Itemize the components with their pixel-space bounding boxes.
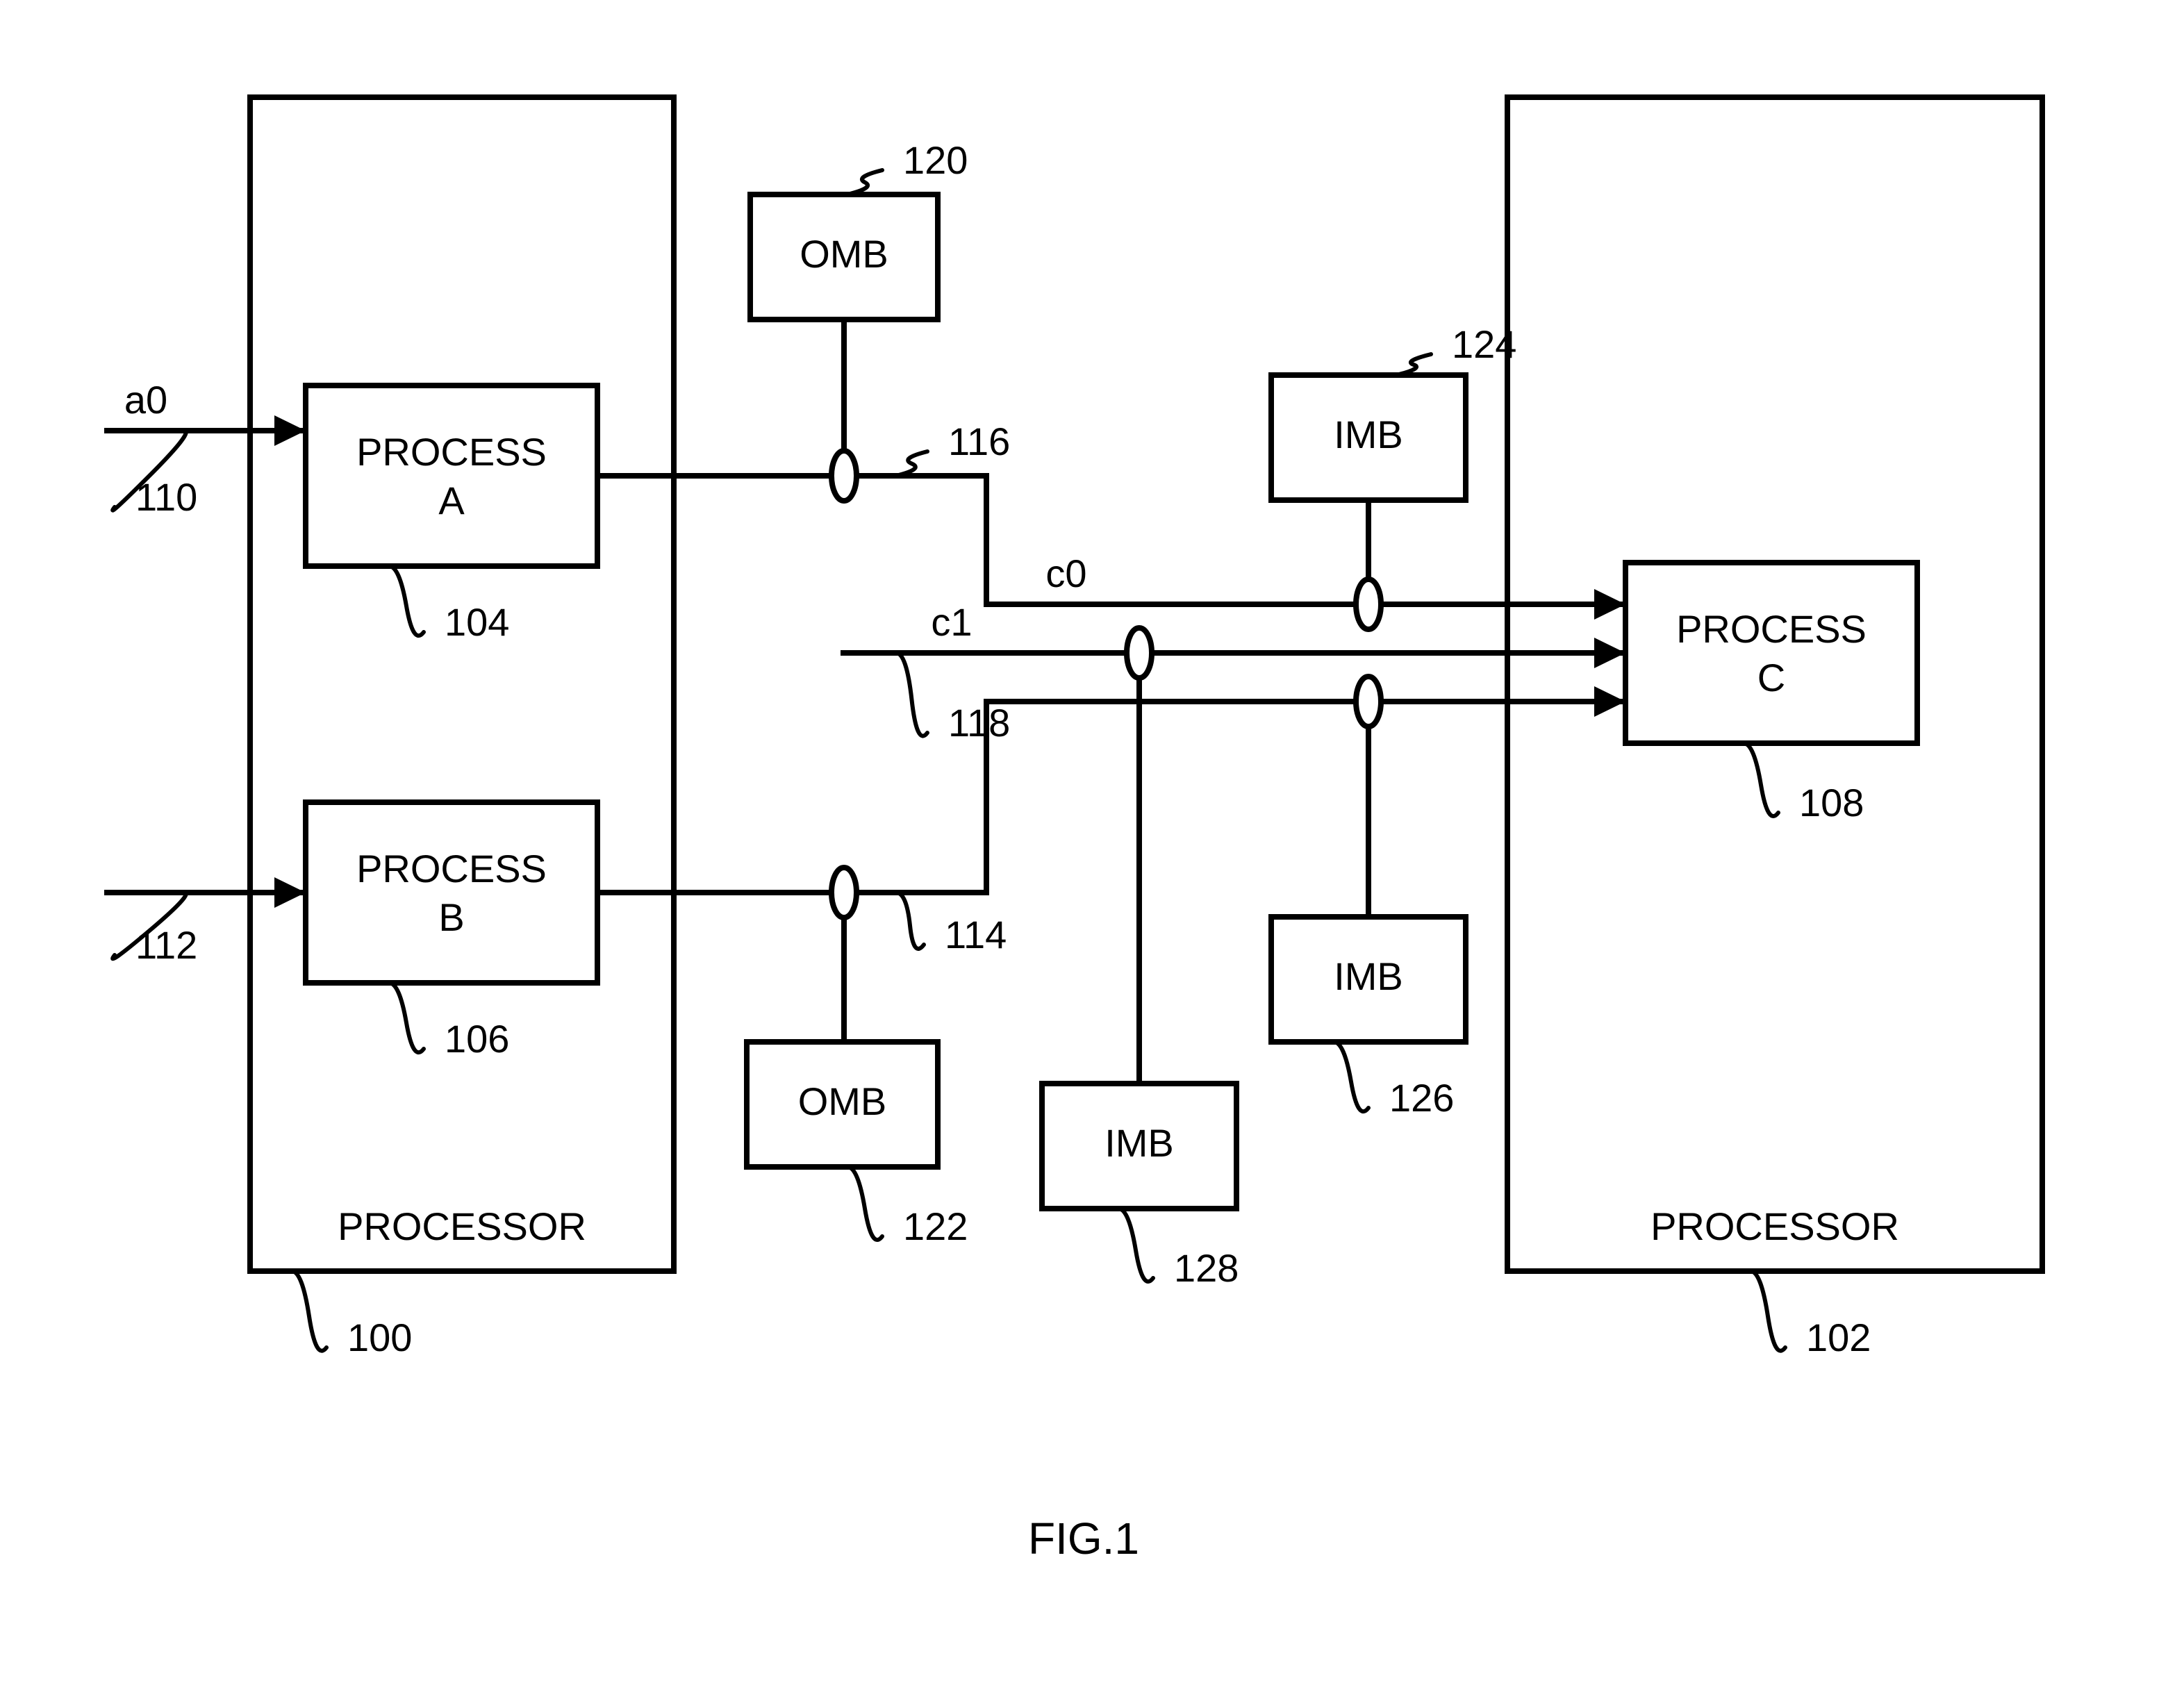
- label-c0: c0: [1045, 552, 1086, 595]
- leader-104: [389, 566, 424, 636]
- ref-124: 124: [1452, 322, 1516, 366]
- port-imb-bot: [1127, 628, 1152, 678]
- port-omb-top: [831, 451, 857, 501]
- leader-120: [847, 170, 882, 194]
- ref-128: 128: [1174, 1246, 1239, 1290]
- process-c-box: [1625, 563, 1917, 743]
- processor-left-box: [250, 97, 674, 1271]
- port-imb-top: [1356, 579, 1381, 629]
- arrow-c1-in: [1594, 638, 1625, 668]
- ref-102: 102: [1806, 1316, 1871, 1359]
- ref-108: 108: [1799, 781, 1864, 824]
- ref-120: 120: [903, 138, 968, 182]
- leader-128: [1118, 1209, 1153, 1282]
- process-b-label2: B: [438, 895, 464, 939]
- port-imb-mid: [1356, 677, 1381, 727]
- leader-108: [1744, 743, 1778, 816]
- ref-100: 100: [347, 1316, 412, 1359]
- leader-106: [389, 983, 424, 1052]
- arrow-a0-in: [274, 415, 306, 446]
- figure-caption: FIG.1: [1028, 1514, 1139, 1564]
- label-c1: c1: [931, 600, 972, 644]
- ref-116: 116: [948, 420, 1010, 463]
- ref-122: 122: [903, 1204, 968, 1248]
- imb-top-label: IMB: [1334, 413, 1403, 456]
- ref-110: 110: [135, 475, 197, 519]
- wire-b-to-c: [597, 702, 1625, 893]
- leader-118: [896, 653, 927, 736]
- process-c-label2: C: [1757, 656, 1785, 699]
- leader-100: [292, 1271, 326, 1351]
- leader-114: [896, 893, 924, 949]
- arrow-b-in: [274, 877, 306, 908]
- process-a-box: [306, 385, 597, 566]
- leader-126: [1334, 1042, 1368, 1111]
- ref-114: 114: [945, 913, 1007, 956]
- process-a-label2: A: [438, 479, 465, 522]
- ref-104: 104: [445, 600, 509, 644]
- leader-102: [1751, 1271, 1785, 1351]
- leader-116: [896, 451, 927, 476]
- processor-left-label: PROCESSOR: [338, 1204, 586, 1248]
- ref-112: 112: [135, 923, 197, 967]
- process-a-label1: PROCESS: [356, 430, 547, 474]
- ref-106: 106: [445, 1017, 509, 1061]
- ref-126: 126: [1389, 1076, 1454, 1120]
- leader-124: [1396, 354, 1431, 375]
- omb-top-label: OMB: [800, 232, 888, 276]
- omb-bot-label: OMB: [798, 1079, 887, 1123]
- label-a0: a0: [124, 378, 167, 422]
- processor-right-label: PROCESSOR: [1650, 1204, 1899, 1248]
- leader-122: [847, 1167, 882, 1240]
- arrow-a-to-c: [1594, 589, 1625, 620]
- process-b-box: [306, 802, 597, 983]
- imb-bot-label: IMB: [1104, 1121, 1174, 1165]
- process-c-label1: PROCESS: [1676, 607, 1867, 651]
- arrow-b-to-c: [1594, 686, 1625, 717]
- port-omb-bot: [831, 868, 857, 918]
- process-b-label1: PROCESS: [356, 847, 547, 890]
- wire-a-to-c: [597, 476, 1625, 604]
- imb-mid-label: IMB: [1334, 954, 1403, 998]
- ref-118: 118: [948, 701, 1010, 745]
